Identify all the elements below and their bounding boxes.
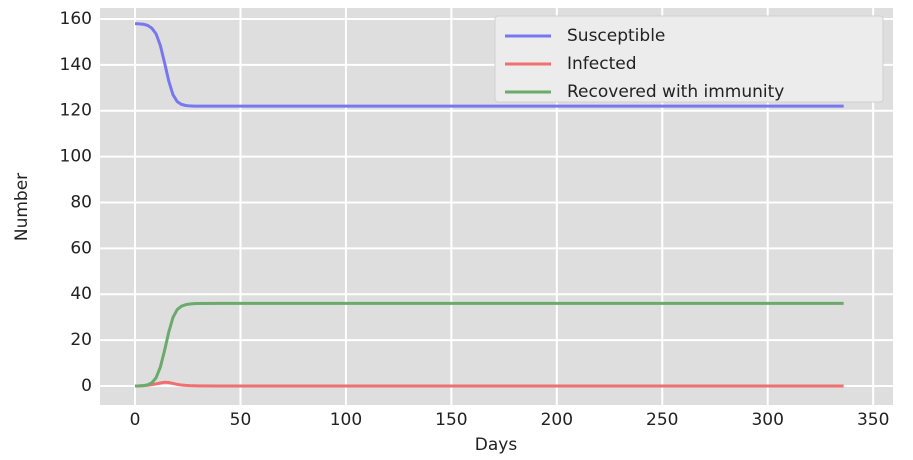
x-tick-label: 200 — [541, 410, 573, 430]
y-tick-label: 60 — [70, 238, 92, 258]
grid — [100, 8, 893, 405]
lines — [134, 22, 844, 388]
legend-box — [494, 15, 884, 103]
x-tick-label: 250 — [646, 410, 678, 430]
legend: Susceptible Infected Recovered with immuni… — [494, 15, 884, 103]
x-tick-label: 0 — [130, 410, 141, 430]
y-tick-label: 80 — [70, 192, 92, 212]
y-tick-label: 40 — [70, 284, 92, 304]
x-axis-label: Days — [475, 435, 518, 455]
x-tick-label: 300 — [751, 410, 783, 430]
x-tick-label: 50 — [230, 410, 252, 430]
series-line — [134, 301, 844, 388]
y-tick-label: 140 — [60, 55, 92, 75]
y-tick-label: 100 — [60, 147, 92, 167]
series-line — [134, 22, 844, 108]
y-tick-label: 0 — [81, 376, 92, 396]
legend-label: Infected — [567, 54, 637, 74]
legend-label: Recovered with immunity — [567, 82, 784, 102]
legend-label: Susceptible — [567, 26, 665, 46]
x-tick-label: 150 — [435, 410, 467, 430]
y-tick-label: 160 — [60, 9, 92, 29]
x-tick-label: 100 — [330, 410, 362, 430]
y-tick-label: 120 — [60, 101, 92, 121]
y-axis-label: Number — [12, 173, 32, 241]
x-tick-label: 350 — [857, 410, 889, 430]
y-tick-label: 20 — [70, 330, 92, 350]
